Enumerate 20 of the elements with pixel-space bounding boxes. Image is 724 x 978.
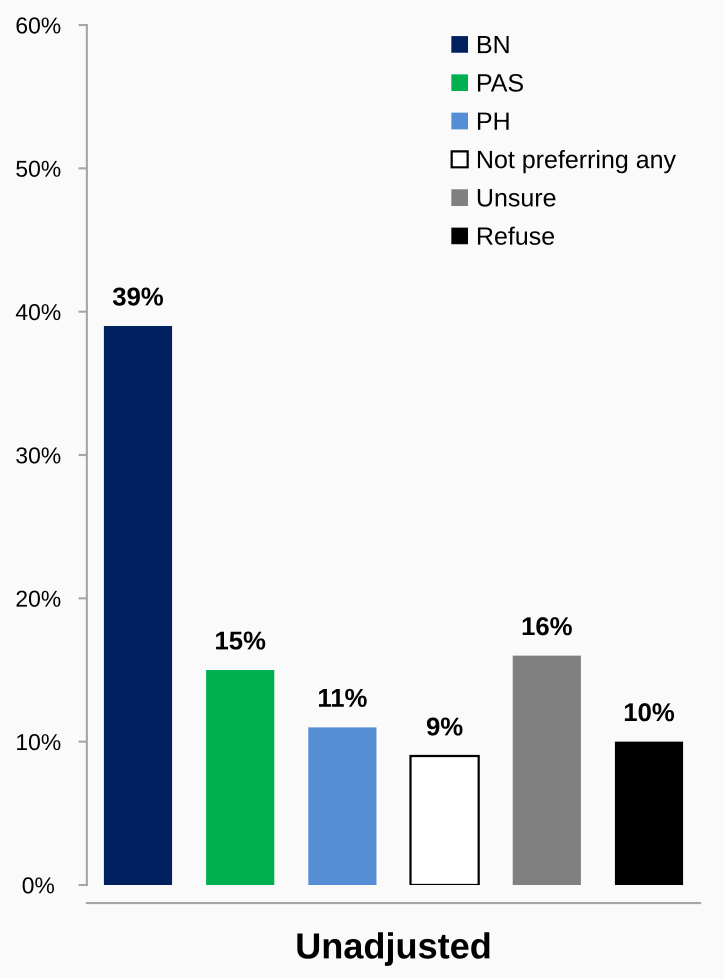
y-tick-label: 30% [16, 447, 60, 464]
legend-label: PAS [478, 74, 523, 92]
y-tick-label: 10% [17, 734, 60, 750]
data-label: 16% [522, 617, 572, 636]
legend-label: Unsure [478, 189, 556, 207]
data-label: 39% [112, 287, 164, 306]
legend-label: Refuse [478, 226, 554, 245]
data-label: 10% [624, 703, 674, 722]
y-tick-label: 20% [16, 590, 60, 607]
legend-label: Not preferring any [478, 150, 676, 174]
legend-label: PH [478, 112, 509, 130]
x-axis-title: Unadjusted [297, 932, 490, 966]
data-label: 9% [426, 717, 462, 736]
y-tick-label: 60% [16, 17, 60, 34]
legend-label: BN [478, 36, 509, 54]
y-tick-label: 40% [16, 304, 60, 320]
data-label: 11% [319, 688, 367, 707]
y-tick-label: 0% [22, 877, 54, 894]
data-label: 15% [216, 632, 266, 650]
y-tick-label: 50% [16, 160, 60, 177]
